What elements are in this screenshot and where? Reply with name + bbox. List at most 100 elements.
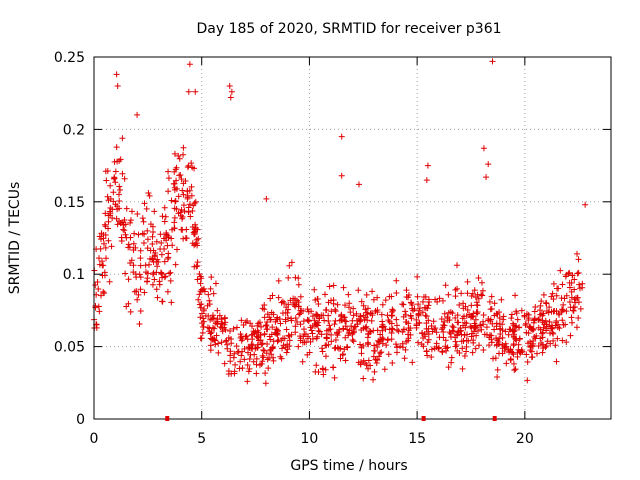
data-point (393, 290, 400, 297)
data-point (425, 317, 432, 324)
data-point (535, 316, 542, 323)
data-point (523, 351, 530, 358)
data-point (185, 208, 192, 215)
data-point (533, 332, 540, 339)
data-point (127, 308, 134, 315)
data-point (151, 276, 158, 283)
data-point (559, 317, 566, 324)
data-point (452, 293, 459, 300)
data-point (195, 296, 202, 303)
data-point (433, 340, 440, 347)
data-point (472, 345, 479, 352)
data-point (216, 312, 223, 319)
data-point (559, 281, 566, 288)
data-point (365, 365, 372, 372)
data-point (264, 356, 271, 363)
data-point (165, 168, 172, 175)
data-point (228, 340, 235, 347)
data-point (161, 258, 168, 265)
data-point (537, 302, 544, 309)
data-point (480, 145, 487, 152)
data-point (370, 296, 377, 303)
data-point (385, 317, 392, 324)
data-point (319, 345, 326, 352)
data-point (360, 375, 367, 382)
data-point (168, 299, 175, 306)
data-point (323, 331, 330, 338)
data-point (505, 331, 512, 338)
data-point (323, 306, 330, 313)
data-point (118, 234, 125, 241)
data-point (496, 350, 503, 357)
data-point (112, 179, 119, 186)
data-point (171, 225, 178, 232)
data-point (334, 301, 341, 308)
data-point (226, 328, 233, 335)
data-point (264, 318, 271, 325)
data-point (557, 267, 564, 274)
data-point (172, 198, 179, 205)
data-point (305, 308, 312, 315)
data-point (127, 234, 134, 241)
data-point (244, 378, 251, 385)
data-point (563, 339, 570, 346)
data-point (154, 294, 161, 301)
data-point (209, 324, 216, 331)
data-point (350, 326, 357, 333)
data-point (282, 344, 289, 351)
data-point (559, 306, 566, 313)
data-point (144, 245, 151, 252)
data-point (103, 255, 110, 262)
data-point (471, 287, 478, 294)
data-point (141, 200, 148, 207)
data-point (200, 324, 207, 331)
data-point (193, 263, 200, 270)
data-point (491, 312, 498, 319)
data-point (374, 294, 381, 301)
data-point (264, 340, 271, 347)
data-point (454, 331, 461, 338)
data-point (291, 301, 298, 308)
data-point (499, 327, 506, 334)
data-point (510, 360, 517, 367)
data-point (215, 340, 222, 347)
data-point (549, 329, 556, 336)
data-point (150, 228, 157, 235)
data-point (250, 358, 257, 365)
data-point (326, 283, 333, 290)
data-point (196, 271, 203, 278)
data-point (423, 313, 430, 320)
data-point (130, 240, 137, 247)
data-point (358, 350, 365, 357)
data-point (147, 221, 154, 228)
data-point (151, 252, 158, 259)
data-point (575, 256, 582, 263)
data-point (509, 349, 516, 356)
data-point (191, 165, 198, 172)
data-point (460, 322, 467, 329)
data-point (491, 300, 498, 307)
data-point (322, 291, 329, 298)
data-point (178, 212, 185, 219)
data-point (272, 318, 279, 325)
data-point (393, 277, 400, 284)
data-point (494, 311, 501, 318)
data-point (399, 340, 406, 347)
data-point (297, 335, 304, 342)
data-point (265, 365, 272, 372)
data-point (135, 291, 142, 298)
data-point (554, 324, 561, 331)
data-point (542, 299, 549, 306)
data-point (144, 227, 151, 234)
data-point (270, 311, 277, 318)
data-point (370, 353, 377, 360)
data-point (364, 317, 371, 324)
data-point (258, 341, 265, 348)
data-point (98, 236, 105, 243)
plot-frame (93, 56, 612, 420)
data-point (388, 312, 395, 319)
data-point (251, 330, 258, 337)
data-point (248, 345, 255, 352)
grid (94, 57, 611, 419)
data-point (479, 292, 486, 299)
